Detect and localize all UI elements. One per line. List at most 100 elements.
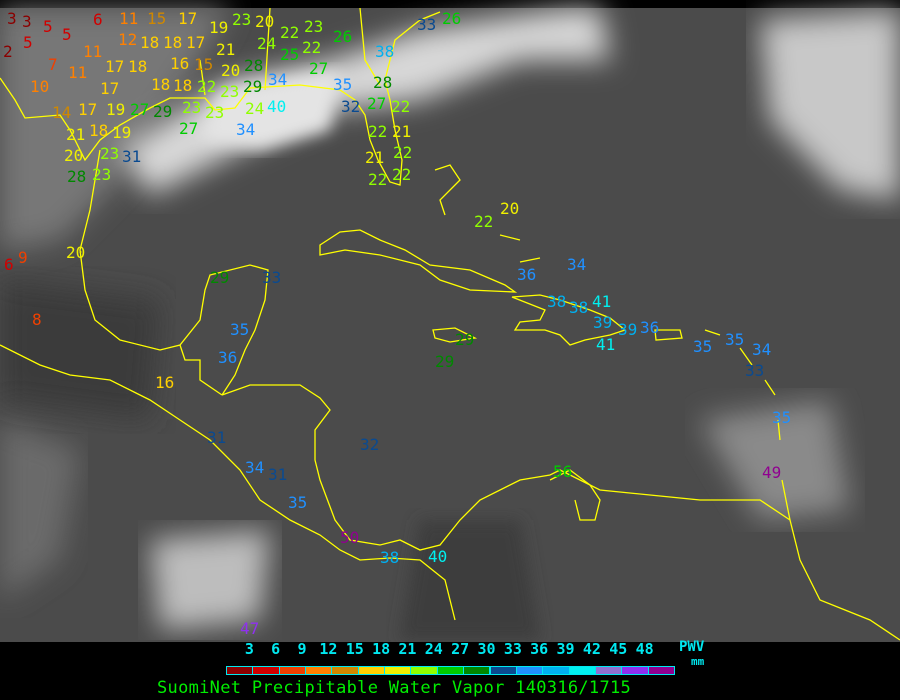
- station-pwv-value: 33: [745, 361, 764, 380]
- station-pwv-value: 22: [368, 122, 387, 141]
- legend-tick-label: 42: [582, 640, 601, 658]
- station-pwv-value: 16: [155, 373, 174, 392]
- station-pwv-value: 6: [93, 10, 103, 29]
- legend-color-box: [436, 666, 465, 675]
- station-pwv-value: 22: [393, 143, 412, 162]
- station-pwv-value: 20: [66, 243, 85, 262]
- station-pwv-value: 29: [455, 330, 474, 349]
- legend-color-box: [542, 666, 570, 675]
- station-pwv-value: 33: [262, 268, 281, 287]
- legend-color-box: [594, 666, 623, 675]
- legend-color-box: [331, 666, 359, 675]
- station-pwv-value: 34: [752, 340, 771, 359]
- station-pwv-value: 17: [100, 79, 119, 98]
- station-pwv-value: 38: [375, 42, 394, 61]
- station-pwv-value: 3: [22, 12, 32, 31]
- station-pwv-value: 7: [48, 55, 58, 74]
- station-pwv-value: 21: [216, 40, 235, 59]
- station-pwv-value: 34: [236, 120, 255, 139]
- station-pwv-value: 27: [309, 59, 328, 78]
- station-pwv-value: 36: [517, 265, 536, 284]
- station-pwv-value: 29: [210, 268, 229, 287]
- legend-color-box: [568, 666, 596, 675]
- station-pwv-value: 19: [209, 18, 228, 37]
- station-pwv-value: 24: [257, 34, 276, 53]
- station-pwv-value: 28: [244, 56, 263, 75]
- legend-color-box: [357, 666, 386, 675]
- station-pwv-value: 41: [592, 292, 611, 311]
- legend-tick-label: 6: [271, 640, 281, 658]
- legend-color-box: [305, 666, 333, 675]
- station-pwv-value: 6: [4, 255, 14, 274]
- station-pwv-value: 24: [245, 99, 264, 118]
- legend-tick-label: 12: [319, 640, 338, 658]
- station-pwv-value: 20: [64, 146, 83, 165]
- legend-unit-mm: mm: [691, 655, 705, 668]
- station-pwv-value: 40: [428, 547, 447, 566]
- station-pwv-value: 16: [170, 54, 189, 73]
- station-pwv-value: 31: [268, 465, 287, 484]
- station-pwv-value: 5: [62, 25, 72, 44]
- station-pwv-value: 35: [288, 493, 307, 512]
- station-pwv-value: 27: [367, 94, 386, 113]
- station-pwv-value: 15: [147, 9, 166, 28]
- station-pwv-value: 26: [333, 27, 352, 46]
- station-pwv-value: 23: [220, 82, 239, 101]
- station-pwv-value: 22: [391, 97, 410, 116]
- station-pwv-value: 22: [302, 38, 321, 57]
- station-pwv-value: 22: [280, 23, 299, 42]
- legend-color-box: [463, 666, 491, 675]
- station-pwv-value: 47: [240, 619, 259, 638]
- station-pwv-value: 22: [197, 77, 216, 96]
- station-pwv-value: 20: [255, 12, 274, 31]
- legend-tick-label: 21: [398, 640, 417, 658]
- station-pwv-value: 5: [23, 33, 33, 52]
- station-pwv-value: 23: [304, 17, 323, 36]
- station-pwv-value: 3: [7, 9, 17, 28]
- station-pwv-value: 32: [341, 97, 360, 116]
- legend-color-box: [410, 666, 438, 675]
- color-legend: 3 6 9 12 15 18 21 24 27 30 33 36 39 42 45 48 PWV mm Suo…: [0, 640, 900, 700]
- legend-color-box: [515, 666, 544, 675]
- station-pwv-value: 39: [618, 320, 637, 339]
- station-pwv-value: 11: [83, 42, 102, 61]
- station-pwv-value: 29: [153, 102, 172, 121]
- legend-tick-label: 30: [477, 640, 496, 658]
- legend-color-box: [384, 666, 412, 675]
- station-pwv-value: 26: [442, 9, 461, 28]
- station-pwv-value: 29: [243, 77, 262, 96]
- station-pwv-value: 23: [232, 10, 251, 29]
- station-pwv-value: 19: [106, 100, 125, 119]
- station-pwv-value: 22: [392, 165, 411, 184]
- station-pwv-value: 33: [417, 15, 436, 34]
- station-pwv-value: 17: [78, 100, 97, 119]
- station-pwv-value: 21: [365, 148, 384, 167]
- station-pwv-value: 17: [186, 33, 205, 52]
- legend-color-box: [278, 666, 307, 675]
- station-pwv-value: 31: [122, 147, 141, 166]
- station-pwv-value: 35: [772, 408, 791, 427]
- station-pwv-value: 35: [230, 320, 249, 339]
- station-pwv-value: 10: [30, 77, 49, 96]
- station-pwv-value: 22: [474, 212, 493, 231]
- station-pwv-value: 17: [178, 9, 197, 28]
- legend-tick-label: 18: [372, 640, 391, 658]
- station-pwv-value: 25: [280, 45, 299, 64]
- legend-color-box: [226, 666, 254, 675]
- station-pwv-value: 18: [173, 76, 192, 95]
- station-pwv-value: 35: [725, 330, 744, 349]
- station-pwv-value: 41: [596, 335, 615, 354]
- station-pwv-value: 23: [182, 98, 201, 117]
- station-pwv-value: 22: [368, 170, 387, 189]
- station-pwv-value: 18: [89, 121, 108, 140]
- station-pwv-value: 35: [693, 337, 712, 356]
- station-pwv-value: 38: [380, 548, 399, 567]
- station-pwv-value: 34: [567, 255, 586, 274]
- station-pwv-value: 27: [179, 119, 198, 138]
- legend-color-box: [489, 666, 517, 675]
- legend-tick-label: 39: [556, 640, 575, 658]
- station-pwv-value: 34: [245, 458, 264, 477]
- station-pwv-value: 21: [392, 122, 411, 141]
- station-pwv-value: 31: [207, 428, 226, 447]
